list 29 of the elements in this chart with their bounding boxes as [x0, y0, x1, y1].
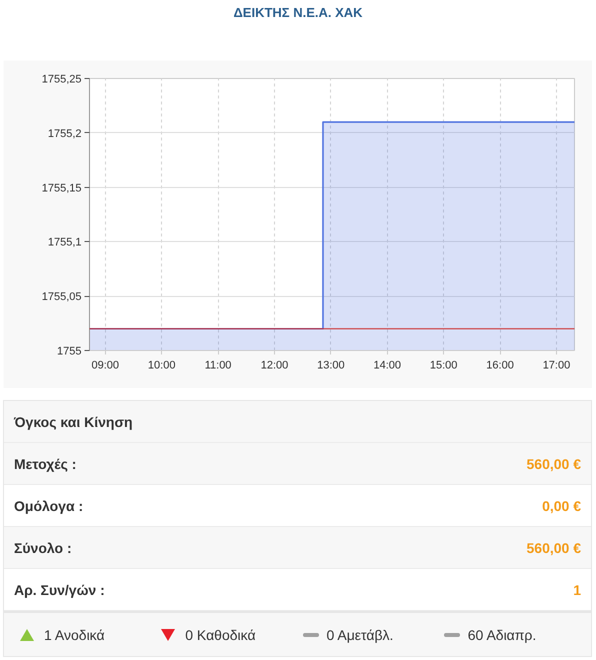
- y-tick-label: 1755,1: [48, 236, 82, 249]
- y-tick-label: 1755,15: [42, 182, 82, 194]
- x-tick-label: 17:00: [542, 360, 570, 372]
- text: 560,00 €: [526, 454, 581, 474]
- x-tick-label: 11:00: [204, 360, 232, 372]
- y-tick-label: 1755: [57, 346, 82, 358]
- x-tick-label: 15:00: [430, 360, 458, 372]
- x-tick-label: 16:00: [486, 360, 514, 372]
- x-tick-label: 14:00: [374, 360, 402, 372]
- text: Ομόλογα :: [14, 496, 84, 516]
- y-tick-label: 1755,05: [42, 291, 82, 304]
- x-tick-label: 09:00: [92, 360, 120, 372]
- text: Σύνολο :: [14, 538, 72, 558]
- text: 560,00 €: [526, 538, 581, 558]
- y-tick-label: 1755,25: [42, 74, 82, 86]
- text: 1: [573, 580, 581, 600]
- y-tick-label: 1755,2: [48, 128, 82, 140]
- text: Αρ. Συν/γών :: [14, 580, 105, 600]
- text: 1 Ανοδικά: [44, 626, 105, 644]
- chart-title: ΔΕΙΚΤΗΣ Ν.Ε.Α. ΧΑΚ: [232, 4, 364, 22]
- text: 0 Καθοδικά: [185, 626, 256, 644]
- text: Όγκος και Κίνηση: [4, 401, 591, 443]
- x-tick-label: 13:00: [317, 360, 345, 372]
- text: Μετοχές :: [14, 454, 76, 474]
- text: 0,00 €: [542, 496, 581, 516]
- x-tick-label: 12:00: [260, 360, 288, 372]
- x-tick-label: 10:00: [148, 360, 176, 372]
- text: 0 Αμετάβλ.: [326, 626, 394, 644]
- text: 60 Αδιαπρ.: [468, 626, 536, 644]
